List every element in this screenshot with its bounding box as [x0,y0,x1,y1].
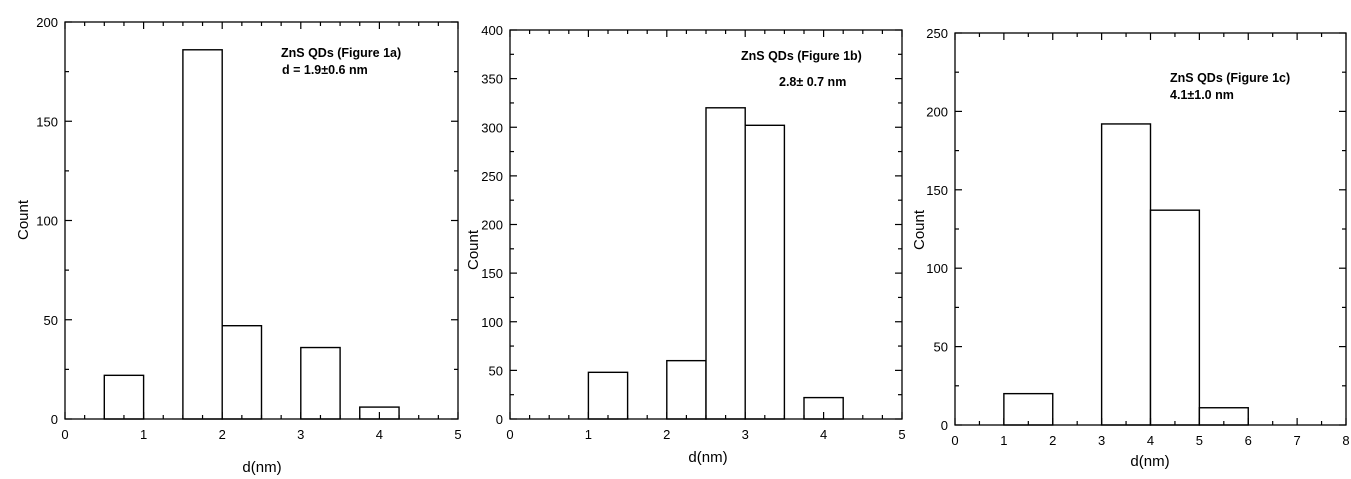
x-tick-label: 3 [297,427,304,442]
y-tick-label: 300 [481,120,503,135]
x-tick-label: 4 [376,427,383,442]
y-axis-title: Count [911,209,928,250]
x-tick-label: 8 [1342,433,1349,448]
x-tick-label: 6 [1245,433,1252,448]
bar-2-3 [705,107,746,420]
bar-3-2 [1100,123,1152,426]
y-tick-label: 250 [481,169,503,184]
x-tick-label: 1 [1000,433,1007,448]
bar-1-2 [182,49,223,420]
y-tick-label: 100 [481,315,503,330]
y-tick-label: 200 [36,15,58,30]
x-tick-label: 2 [663,427,670,442]
x-tick-label: 5 [454,427,461,442]
annotation-text: 2.8± 0.7 nm [779,75,846,89]
x-tick-label: 2 [1049,433,1056,448]
x-axis-title: d(nm) [1130,453,1169,470]
y-tick-label: 100 [36,214,58,229]
y-tick-label: 50 [489,363,503,378]
y-tick-label: 100 [926,261,948,276]
histogram-panel-2: 0 1 2 3 4 5050100150200250300350400d(nm)Count… [465,23,906,466]
bar-2-2 [666,359,707,420]
x-tick-label: 4 [1147,433,1154,448]
x-tick-label: 0 [506,427,513,442]
x-tick-label: 5 [898,427,905,442]
y-tick-label: 200 [481,218,503,233]
x-tick-label: 7 [1294,433,1301,448]
y-axis-title: Count [15,199,32,240]
y-tick-label: 50 [934,340,948,355]
y-tick-label: 400 [481,23,503,38]
x-axis-title: d(nm) [688,449,727,466]
bar-2-1 [587,371,629,420]
annotation-text: ZnS QDs (Figure 1c) [1170,71,1290,85]
bar-1-3 [221,325,263,420]
x-tick-label: 0 [61,427,68,442]
y-tick-label: 0 [496,412,503,427]
y-tick-label: 200 [926,104,948,119]
x-tick-label: 3 [1098,433,1105,448]
x-tick-label: 3 [742,427,749,442]
y-tick-label: 150 [481,266,503,281]
x-tick-label: 2 [219,427,226,442]
bar-1-4 [300,346,341,420]
y-axis-title: Count [465,229,482,270]
x-tick-label: 4 [820,427,827,442]
annotation-text: 4.1±1.0 nm [1170,88,1234,102]
bar-3-3 [1149,209,1201,426]
annotation-text: d = 1.9±0.6 nm [282,63,368,77]
y-tick-label: 0 [51,412,58,427]
bar-2-4 [744,124,786,420]
annotation-text: ZnS QDs (Figure 1a) [281,46,401,60]
bar-3-1 [1003,392,1054,426]
y-tick-label: 50 [44,313,58,328]
x-tick-label: 1 [140,427,147,442]
histogram-panel-3: 0 1 2 3 4 5 6 7 8 0 50 100 150 200 250 d(nm) Count ZnS QD… [911,26,1350,470]
bar-1-1 [103,374,145,420]
y-tick-label: 250 [926,26,948,41]
x-tick-label: 5 [1196,433,1203,448]
x-tick-label: 1 [585,427,592,442]
y-tick-label: 0 [941,418,948,433]
y-tick-label: 150 [926,183,948,198]
x-tick-label: 0 [951,433,958,448]
annotation-text: ZnS QDs (Figure 1b) [741,49,862,63]
y-tick-label: 350 [481,72,503,87]
x-axis-title: d(nm) [242,459,281,476]
y-tick-label: 150 [36,114,58,129]
